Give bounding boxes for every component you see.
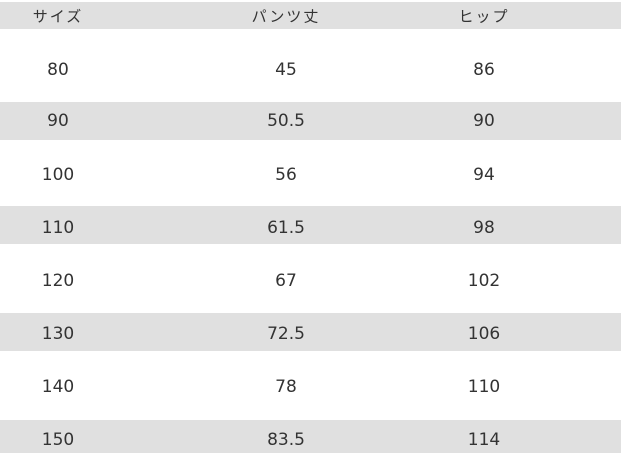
cell-pants-length: 50.5 — [267, 111, 305, 131]
cell-size: 90 — [47, 111, 69, 131]
cell-pants-length: 83.5 — [267, 430, 305, 450]
cell-size: 80 — [47, 60, 69, 80]
header-hip: ヒップ — [458, 7, 510, 26]
table-row: 90 50.5 90 — [0, 102, 621, 140]
header-size: サイズ — [32, 7, 84, 26]
cell-pants-length: 72.5 — [267, 324, 305, 344]
cell-hip: 102 — [467, 271, 501, 291]
cell-size: 100 — [41, 165, 75, 185]
table-row: 110 61.5 98 — [0, 206, 621, 244]
header-pants-length: パンツ丈 — [251, 7, 321, 26]
cell-pants-length: 61.5 — [267, 218, 305, 238]
cell-hip: 114 — [467, 430, 501, 450]
table-header: サイズ パンツ丈 ヒップ — [0, 2, 621, 29]
cell-hip: 86 — [473, 60, 495, 80]
cell-pants-length: 67 — [275, 271, 297, 291]
cell-pants-length: 78 — [275, 377, 297, 397]
table-row: 150 83.5 114 — [0, 420, 621, 453]
cell-size: 140 — [41, 377, 75, 397]
cell-size: 120 — [41, 271, 75, 291]
cell-hip: 90 — [473, 111, 495, 131]
cell-hip: 98 — [473, 218, 495, 238]
cell-size: 150 — [41, 430, 75, 450]
cell-hip: 94 — [473, 165, 495, 185]
table-row: 120 67 102 — [0, 244, 621, 313]
cell-hip: 106 — [467, 324, 501, 344]
cell-size: 110 — [41, 218, 75, 238]
table-row: 100 56 94 — [0, 140, 621, 206]
table-row: 80 45 86 — [0, 29, 621, 102]
cell-hip: 110 — [467, 377, 501, 397]
table-row: 130 72.5 106 — [0, 313, 621, 351]
cell-pants-length: 56 — [275, 165, 297, 185]
table-row: 140 78 110 — [0, 351, 621, 420]
cell-size: 130 — [41, 324, 75, 344]
cell-pants-length: 45 — [275, 60, 297, 80]
